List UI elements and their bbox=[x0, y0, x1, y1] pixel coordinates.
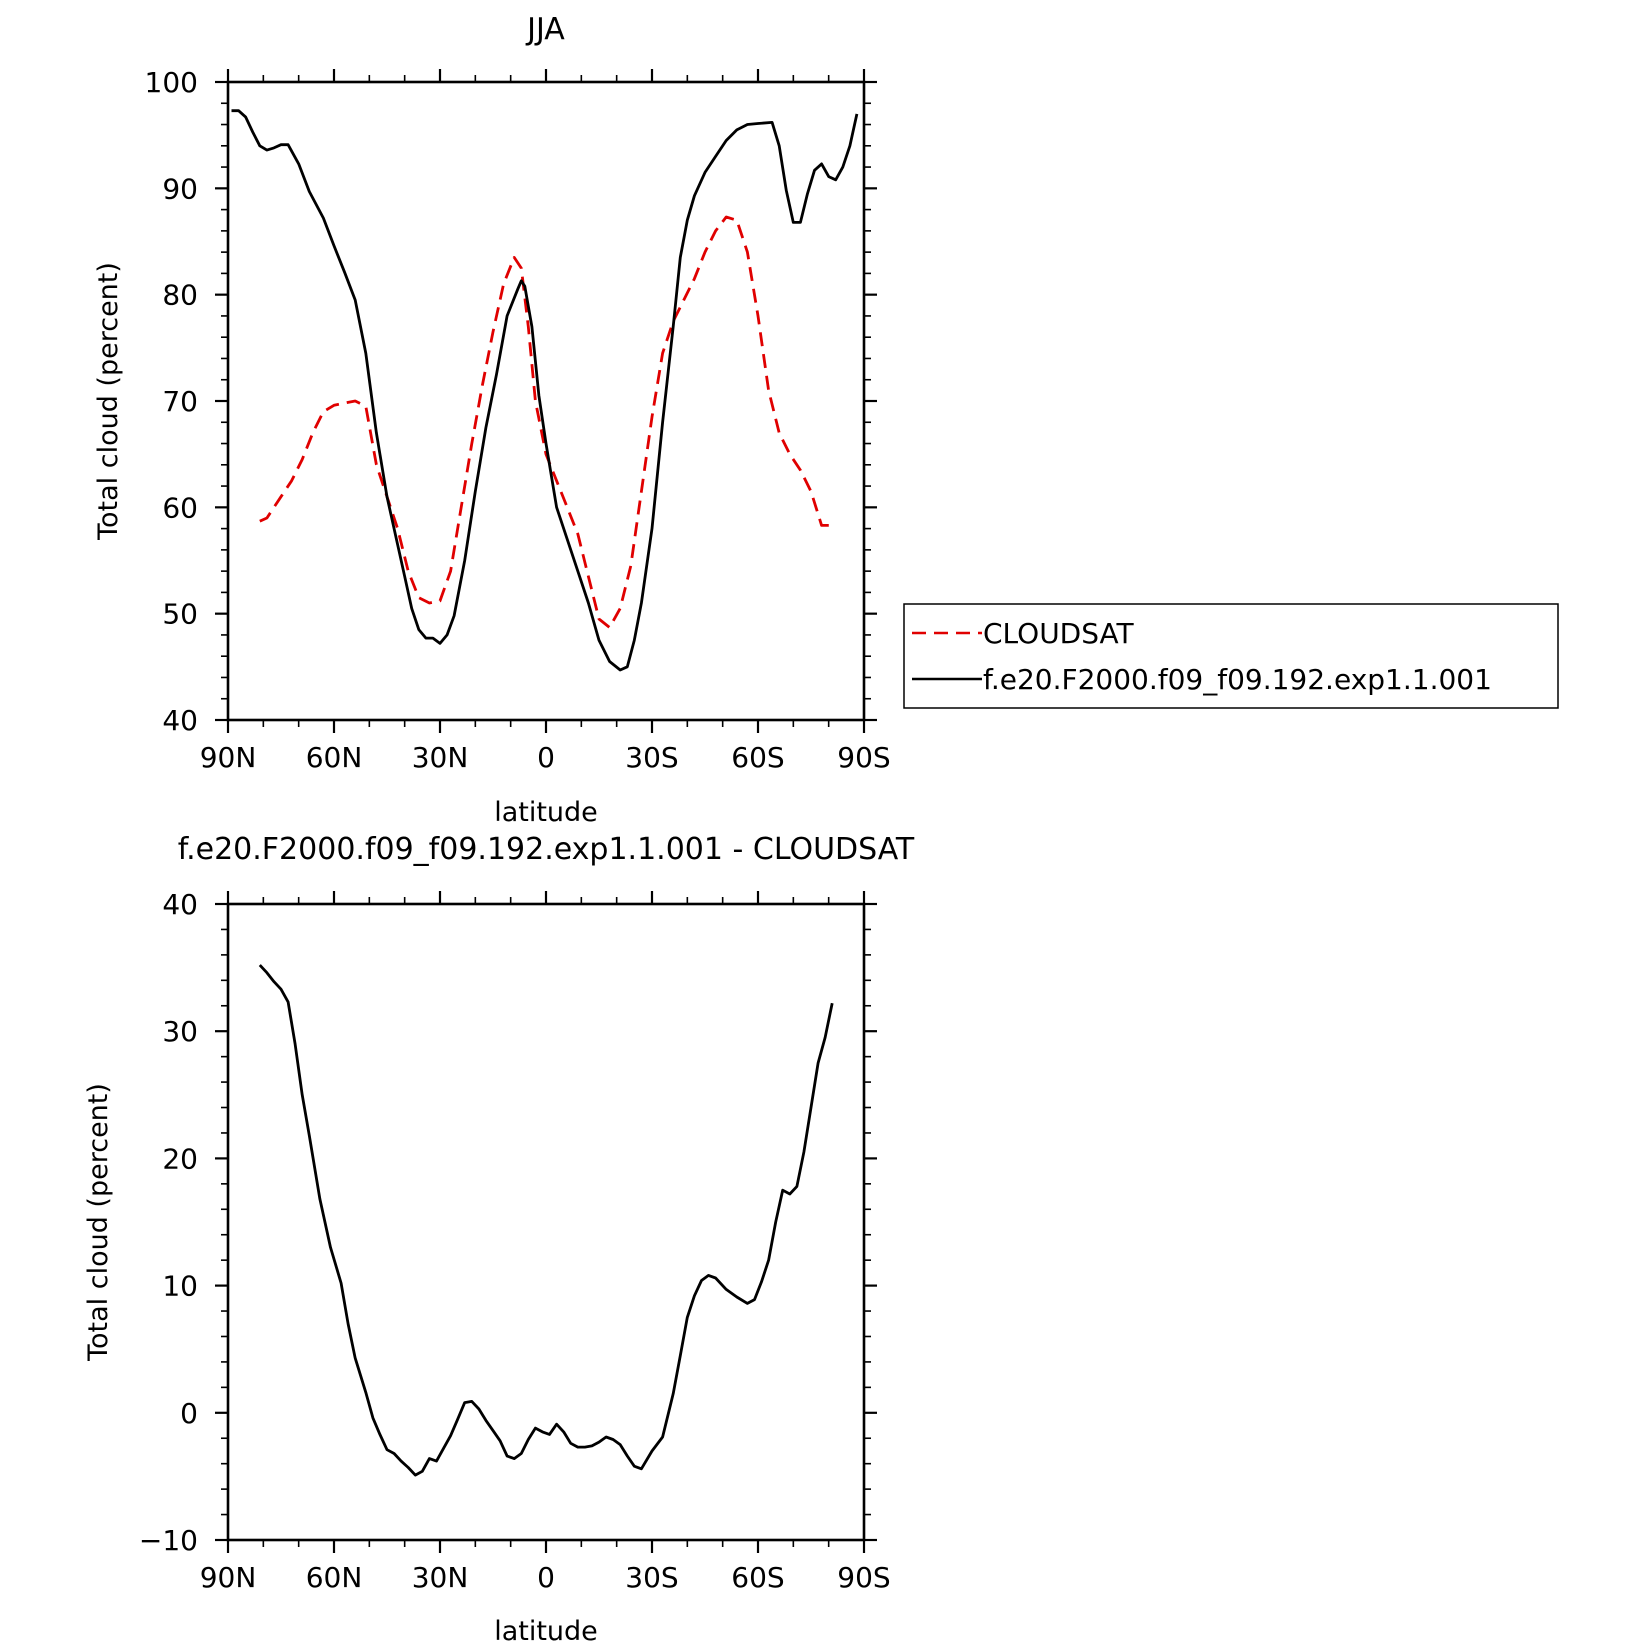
bottom-x-tick-label: 30N bbox=[412, 1561, 469, 1594]
top-x-tick-label: 0 bbox=[537, 741, 555, 774]
top-ticks-layer: 90N 60N 30N 0 30S 60S 90S 40 50 60 70 80 90 100 bbox=[145, 66, 891, 774]
legend: CLOUDSAT f.e20.F2000.f09_f09.192.exp1.1.… bbox=[903, 603, 1559, 709]
top-x-axis-label: latitude bbox=[494, 797, 598, 828]
bottom-y-tick-label: 0 bbox=[180, 1397, 198, 1430]
bottom-x-tick-label: 90S bbox=[837, 1561, 890, 1594]
top-y-axis-label: Total cloud (percent) bbox=[93, 262, 124, 541]
top-panel: JJA 90N 60N 30N 0 30S 60S 90S 40 50 60 70 80 90 100 l… bbox=[93, 12, 1559, 828]
bottom-y-tick-label: 10 bbox=[162, 1270, 198, 1303]
top-y-tick-label: 100 bbox=[145, 66, 198, 99]
bottom-y-tick-label: 30 bbox=[162, 1015, 198, 1048]
bottom-y-tick-label: 40 bbox=[162, 888, 198, 921]
top-y-tick-label: 50 bbox=[162, 598, 198, 631]
top-y-tick-label: 80 bbox=[162, 279, 198, 312]
legend-label-cloudsat: CLOUDSAT bbox=[983, 617, 1135, 650]
bottom-x-axis-label: latitude bbox=[494, 1616, 598, 1647]
top-x-tick-label: 90S bbox=[837, 741, 890, 774]
bottom-x-tick-label: 0 bbox=[537, 1561, 555, 1594]
bottom-plot-frame bbox=[226, 902, 866, 1542]
top-series-layer bbox=[231, 109, 859, 672]
top-series-line-1 bbox=[231, 109, 859, 672]
top-y-tick-label: 60 bbox=[162, 491, 198, 524]
bottom-x-tick-label: 30S bbox=[625, 1561, 678, 1594]
bottom-chart-title: f.e20.F2000.f09_f09.192.exp1.1.001 - CLO… bbox=[178, 832, 915, 867]
top-plot-frame bbox=[226, 80, 866, 722]
legend-box bbox=[903, 603, 1559, 709]
top-x-tick-label: 90N bbox=[200, 741, 257, 774]
top-chart-title: JJA bbox=[525, 12, 565, 47]
top-y-tick-label: 90 bbox=[162, 172, 198, 205]
top-x-tick-label: 30S bbox=[625, 741, 678, 774]
top-y-tick-label: 70 bbox=[162, 385, 198, 418]
bottom-series-layer bbox=[258, 964, 834, 1477]
bottom-x-tick-label: 60S bbox=[731, 1561, 784, 1594]
top-y-tick-label: 40 bbox=[162, 704, 198, 737]
bottom-y-tick-label: −10 bbox=[139, 1524, 198, 1557]
top-x-tick-label: 60S bbox=[731, 741, 784, 774]
bottom-y-axis-label: Total cloud (percent) bbox=[83, 1083, 114, 1362]
top-series-line-0 bbox=[259, 215, 833, 629]
bottom-ticks-layer: 90N 60N 30N 0 30S 60S 90S −10 0 10 20 30 40 bbox=[139, 888, 891, 1594]
bottom-panel: f.e20.F2000.f09_f09.192.exp1.1.001 - CLO… bbox=[83, 832, 915, 1647]
bottom-y-tick-label: 20 bbox=[162, 1142, 198, 1175]
legend-label-model: f.e20.F2000.f09_f09.192.exp1.1.001 bbox=[983, 663, 1492, 696]
top-x-tick-label: 30N bbox=[412, 741, 469, 774]
bottom-x-tick-label: 90N bbox=[200, 1561, 257, 1594]
bottom-x-tick-label: 60N bbox=[306, 1561, 363, 1594]
bottom-series-line-0 bbox=[258, 964, 834, 1477]
top-x-tick-label: 60N bbox=[306, 741, 363, 774]
